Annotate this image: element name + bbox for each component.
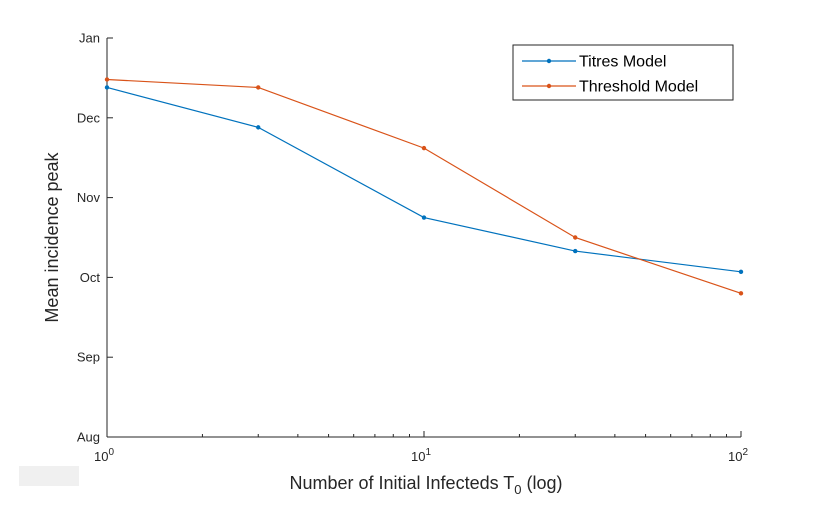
- data-point: [573, 248, 578, 254]
- data-point: [421, 145, 427, 151]
- data-point: [104, 85, 110, 90]
- y-axis-label: Mean incidence peak: [42, 151, 62, 322]
- legend-label: Titres Model: [579, 54, 666, 71]
- data-point: [256, 125, 261, 130]
- legend-label: Threshold Model: [579, 79, 698, 96]
- series-0: [104, 85, 744, 275]
- data-point: [573, 235, 578, 240]
- y-tick-label: Jan: [79, 31, 100, 46]
- series-layer: [104, 77, 744, 296]
- data-point: [104, 77, 110, 82]
- y-tick-label: Sep: [77, 350, 100, 365]
- x-tick-label: 100: [94, 447, 114, 464]
- series-line: [106, 86, 742, 273]
- axes: Aug Sep Oct Nov Dec Jan 100 101 102: [77, 31, 749, 465]
- y-tick-label: Nov: [77, 190, 101, 205]
- series-1: [104, 77, 744, 296]
- blank-panel: [19, 466, 79, 486]
- series-line: [106, 78, 742, 294]
- data-point: [738, 269, 744, 275]
- y-tick-label: Oct: [80, 270, 101, 285]
- y-tick-label: Aug: [77, 430, 100, 445]
- legend-marker: [546, 58, 552, 64]
- data-point: [738, 291, 744, 296]
- legend: Titres Model Threshold Model: [512, 44, 734, 101]
- legend-box: [512, 44, 734, 101]
- data-point: [256, 85, 261, 90]
- data-point: [421, 215, 427, 220]
- y-tick-label: Dec: [77, 110, 101, 125]
- x-axis-label: Number of Initial Infecteds T0 (log): [289, 473, 562, 497]
- x-tick-label: 101: [411, 447, 431, 464]
- x-tick-label: 102: [728, 447, 748, 464]
- legend-marker: [546, 83, 552, 89]
